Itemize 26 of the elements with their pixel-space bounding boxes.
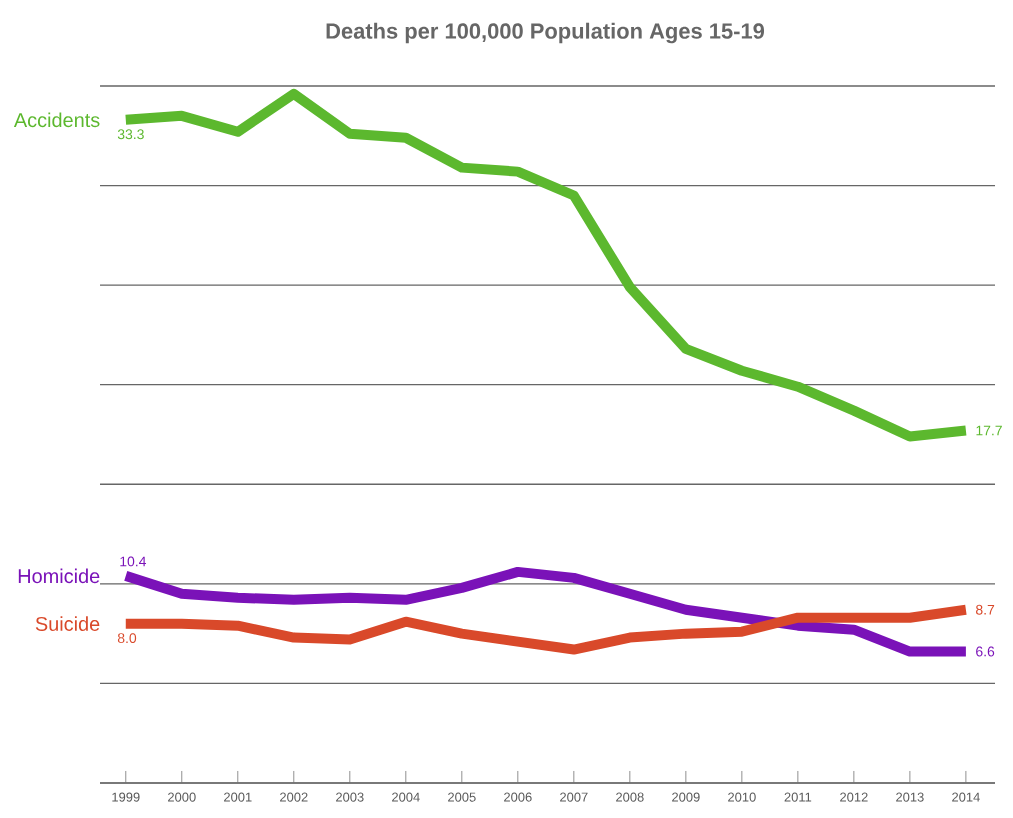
x-tick-label: 2007 [560,792,588,802]
data-label: 8.7 [976,604,995,615]
x-tick-label: 2006 [504,792,532,802]
series-label: Suicide [35,616,100,631]
x-tick-label: 2003 [336,792,364,802]
x-tick-label: 2005 [448,792,476,802]
x-tick-label: 2010 [728,792,756,802]
x-tick-label: 2009 [672,792,700,802]
x-tick-label: 2001 [224,792,252,802]
x-tick-label: 2004 [392,792,420,802]
data-label: 10.4 [120,556,147,567]
x-tick-label: 2002 [280,792,308,802]
x-tick-label: 2014 [952,792,980,802]
data-label: 8.0 [117,633,137,644]
x-tick-label: 2000 [168,792,196,802]
x-tick-label: 2011 [784,792,812,802]
chart-title: Deaths per 100,000 Population Ages 15-19 [326,22,765,44]
series-label: Accidents [13,112,100,128]
x-tick-label: 2013 [896,792,924,802]
data-label: 33.3 [117,129,144,140]
series-label: Homicide [18,568,100,584]
x-tick-label: 1999 [112,792,140,802]
x-tick-label: 2008 [616,792,644,802]
data-label: 6.6 [976,646,995,657]
x-tick-label: 2012 [840,792,868,802]
data-label: 17.7 [976,425,1002,436]
